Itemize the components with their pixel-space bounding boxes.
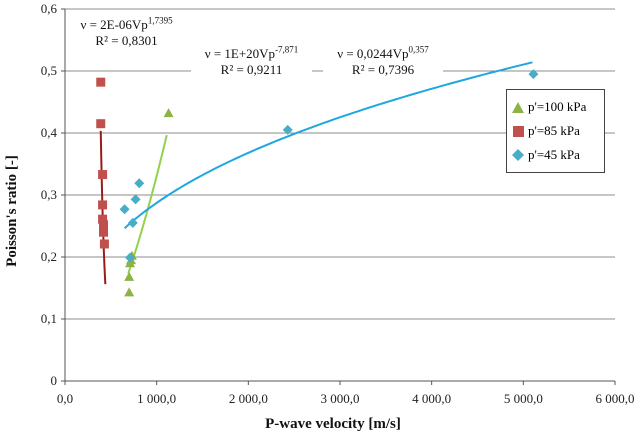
y-tick-label: 0 — [51, 373, 58, 388]
legend-label: p'=100 kPa — [528, 99, 587, 114]
data-point-square — [96, 119, 106, 129]
x-tick-label: 5 000,0 — [504, 391, 543, 406]
data-point-square — [98, 200, 108, 210]
data-point-diamond — [125, 252, 136, 263]
y-tick-label: 0,3 — [41, 187, 57, 202]
legend-label: p'=45 kPa — [528, 147, 580, 162]
equation-text: ν = 0,0244Vp0,357 — [337, 45, 429, 62]
legend: p'=100 kPa p'=85 kPa p'=45 kPa — [506, 89, 605, 173]
data-point-diamond — [528, 69, 539, 80]
data-point-triangle — [163, 108, 174, 118]
x-tick-label: 4 000,0 — [412, 391, 451, 406]
data-point-triangle — [124, 287, 135, 297]
data-point-square — [98, 170, 108, 180]
data-point-diamond — [127, 217, 138, 228]
data-point-square — [99, 227, 108, 237]
data-point-diamond — [134, 178, 145, 189]
x-tick-label: 2 000,0 — [229, 391, 268, 406]
x-tick-label: 0,0 — [57, 391, 73, 406]
y-tick-label: 0,1 — [41, 311, 57, 326]
legend-item-45kpa: p'=45 kPa — [511, 143, 600, 167]
x-tick-label: 3 000,0 — [321, 391, 360, 406]
data-point-square — [99, 220, 108, 230]
y-tick-label: 0,5 — [41, 63, 57, 78]
data-point-diamond — [130, 194, 141, 205]
equation-text: ν = 1E+20Vp-7,871 — [204, 45, 299, 62]
y-tick-label: 0,4 — [41, 125, 58, 140]
legend-item-85kpa: p'=85 kPa — [511, 119, 600, 143]
trendline-series-0 — [127, 134, 168, 274]
data-point-triangle — [124, 271, 135, 281]
square-marker-icon — [511, 125, 525, 137]
tick-labels: 0 0,1 0,2 0,3 0,4 0,5 0,6 0,0 1 000,0 2 000,0 3 00… — [41, 1, 635, 406]
diamond-marker-icon — [511, 149, 525, 161]
trend-equation-100kpa: ν = 2E-06Vp1,7395 R² = 0,8301 — [71, 12, 182, 54]
r2-text: R² = 0,7396 — [351, 62, 415, 78]
legend-item-100kpa: p'=100 kPa — [511, 95, 600, 119]
data-point-square — [98, 214, 108, 224]
y-axis-title: Poisson's ratio [-] — [4, 155, 20, 267]
data-point-square — [99, 239, 109, 249]
data-point-diamond — [282, 124, 293, 135]
y-tick-label: 0,6 — [41, 1, 58, 16]
equation-text: ν = 2E-06Vp1,7395 — [80, 16, 173, 33]
data-points — [96, 69, 539, 297]
trend-equation-45kpa: ν = 0,0244Vp0,357 R² = 0,7396 — [323, 41, 443, 83]
trend-equation-85kpa: ν = 1E+20Vp-7,871 R² = 0,9211 — [191, 41, 312, 83]
trendline-series-2 — [123, 61, 533, 229]
trendlines — [99, 61, 533, 285]
r2-text: R² = 0,9211 — [220, 62, 283, 78]
y-tick-label: 0,2 — [41, 249, 57, 264]
triangle-marker-icon — [511, 101, 525, 113]
x-tick-label: 1 000,0 — [137, 391, 176, 406]
x-axis-title: P-wave velocity [m/s] — [265, 416, 401, 432]
data-point-square — [96, 77, 106, 87]
data-point-diamond — [119, 204, 130, 215]
legend-label: p'=85 kPa — [528, 123, 580, 138]
x-tick-label: 6 000,0 — [596, 391, 635, 406]
axes — [61, 8, 616, 385]
r2-text: R² = 0,8301 — [95, 33, 158, 49]
